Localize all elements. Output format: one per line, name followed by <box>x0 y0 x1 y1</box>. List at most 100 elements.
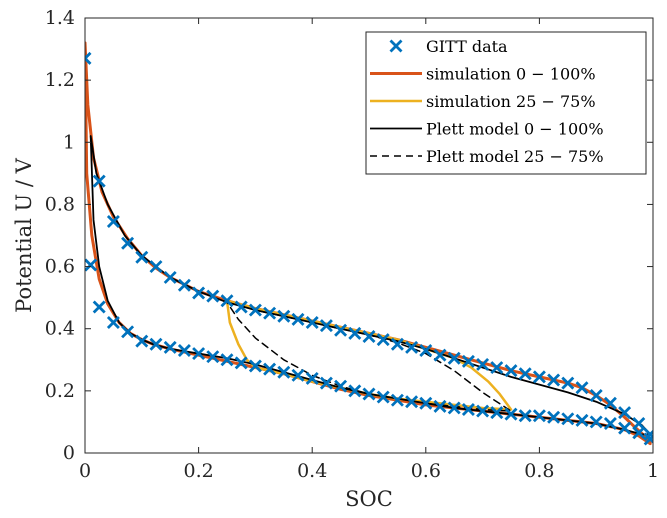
data-point <box>447 351 461 365</box>
legend-label-2: simulation 25 − 75% <box>426 92 596 111</box>
x-tick-label: 0.4 <box>297 460 327 482</box>
data-point <box>490 406 504 420</box>
y-tick-label: 1.2 <box>45 69 75 91</box>
data-point <box>121 236 135 250</box>
data-point <box>589 389 603 403</box>
plot-area <box>85 41 653 446</box>
data-point <box>518 367 532 381</box>
y-tick-label: 0.6 <box>45 256 75 278</box>
data-point <box>532 409 546 423</box>
y-tick-label: 0.8 <box>45 193 75 215</box>
data-point <box>419 396 433 410</box>
data-point <box>106 316 120 329</box>
legend-box <box>365 31 647 175</box>
x-tick-label: 0 <box>79 460 91 482</box>
data-point <box>234 356 248 370</box>
y-axis-label: Potential U / V <box>12 157 36 313</box>
data-point <box>476 404 490 418</box>
legend: GITT data simulation 0 − 100% simulation 2… <box>365 31 647 175</box>
data-point <box>419 343 433 357</box>
data-point <box>348 326 362 340</box>
series-markers-0 <box>85 51 653 446</box>
data-point <box>163 340 177 354</box>
data-point <box>643 432 653 446</box>
data-point <box>632 416 646 430</box>
data-point <box>277 309 291 323</box>
data-point <box>234 300 248 314</box>
data-point <box>163 270 177 284</box>
data-point <box>85 51 92 65</box>
x-tick-label: 0.6 <box>411 460 441 482</box>
series-line-2 <box>225 299 513 411</box>
data-point <box>561 412 575 426</box>
data-point <box>447 401 461 415</box>
data-point <box>547 410 561 424</box>
data-point <box>277 365 291 379</box>
data-point <box>348 384 362 398</box>
data-point <box>305 371 319 385</box>
data-point <box>433 399 447 413</box>
data-point <box>106 215 120 229</box>
data-point <box>263 362 277 376</box>
data-point <box>149 260 163 274</box>
data-point <box>319 376 333 390</box>
data-point <box>92 300 106 314</box>
data-point <box>177 278 191 292</box>
data-point <box>263 306 277 320</box>
data-point <box>362 329 376 343</box>
data-point <box>149 337 163 351</box>
data-point <box>490 361 504 375</box>
data-point <box>291 368 305 382</box>
legend-marker-0 <box>389 39 403 53</box>
data-point <box>504 407 518 421</box>
x-tick-label: 0.2 <box>183 460 213 482</box>
data-point <box>433 348 447 362</box>
data-point <box>376 333 390 347</box>
data-point <box>532 370 546 384</box>
data-point <box>220 353 234 367</box>
data-point <box>461 403 475 416</box>
data-point <box>575 413 589 427</box>
data-point <box>575 381 589 395</box>
series-group <box>85 41 653 446</box>
data-point <box>206 289 220 303</box>
data-point <box>85 258 98 272</box>
data-point <box>177 343 191 357</box>
data-point <box>192 347 206 361</box>
data-point <box>121 325 135 339</box>
legend-label-3: Plett model 0 − 100% <box>426 120 604 139</box>
data-point <box>248 303 262 317</box>
legend-label-0: GITT data <box>426 37 508 56</box>
data-point <box>632 426 646 440</box>
data-point <box>92 174 106 188</box>
y-tick-label: 0.4 <box>45 318 75 340</box>
data-point <box>589 415 603 429</box>
data-point <box>643 427 653 441</box>
y-tick-label: 1.4 <box>45 7 75 29</box>
data-point <box>334 379 348 393</box>
data-point <box>248 359 262 373</box>
data-point <box>561 376 575 390</box>
data-point <box>305 316 319 329</box>
y-tick-label: 0 <box>63 442 75 464</box>
x-tick-label: 1 <box>647 460 659 482</box>
data-point <box>618 421 632 435</box>
series-line-3 <box>89 135 652 436</box>
data-point <box>291 312 305 326</box>
data-point <box>319 319 333 333</box>
data-point <box>390 337 404 351</box>
data-point <box>135 334 149 348</box>
data-point <box>547 373 561 387</box>
y-tick-label: 0.2 <box>45 380 75 402</box>
data-point <box>405 395 419 409</box>
legend-label-1: simulation 0 − 100% <box>426 65 596 84</box>
data-point <box>603 396 617 410</box>
data-point <box>504 364 518 378</box>
data-point <box>220 294 234 308</box>
legend-label-4: Plett model 25 − 75% <box>426 147 604 166</box>
x-tick-label: 0.8 <box>524 460 554 482</box>
data-point <box>405 340 419 354</box>
axes-box <box>84 17 654 454</box>
y-tick-label: 1 <box>63 131 75 153</box>
